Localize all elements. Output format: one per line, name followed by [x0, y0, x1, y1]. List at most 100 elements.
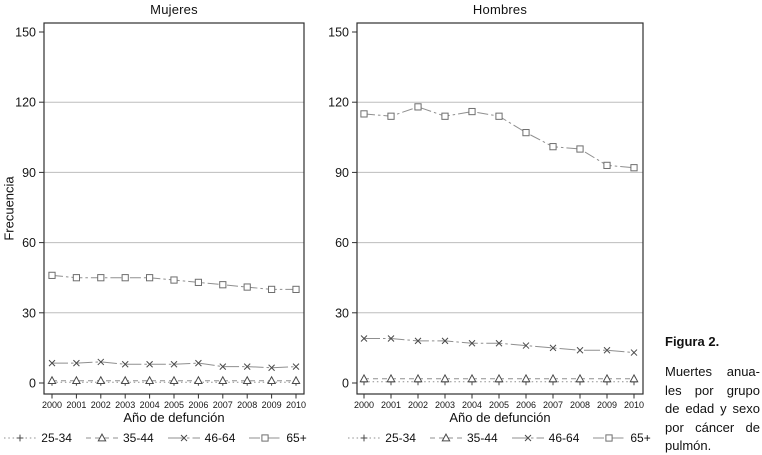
x-marker-icon — [468, 339, 476, 347]
square-marker-icon — [576, 145, 584, 153]
legend-label: 65+ — [630, 431, 651, 445]
y-tick-label: 60 — [22, 236, 36, 250]
x-tick-label: 2004 — [140, 400, 160, 410]
plus-marker-icon — [16, 434, 24, 442]
legend-item-35-44: 35-44 — [85, 431, 154, 445]
triangle-marker-icon — [575, 373, 585, 383]
x-marker-icon — [170, 360, 178, 368]
legend-item-35-44: 35-44 — [429, 431, 498, 445]
triangle-marker-icon — [96, 375, 106, 385]
x-marker-icon — [195, 359, 202, 367]
x-marker-icon — [180, 434, 188, 442]
legend-sample-plus-icon — [348, 434, 381, 442]
x-marker-icon — [121, 360, 129, 368]
y-tick-label: 150 — [15, 26, 36, 40]
panel-title-mujeres: Mujeres — [150, 2, 198, 17]
triangle-marker-icon — [441, 433, 451, 442]
plus-marker-icon — [360, 434, 368, 442]
series-line-46-64 — [364, 338, 635, 354]
square-marker-icon — [261, 434, 269, 442]
square-marker-icon — [194, 278, 203, 286]
square-marker-icon — [170, 276, 178, 284]
triangle-marker-icon — [218, 375, 228, 385]
x-marker-icon — [219, 363, 227, 370]
legend-hombres: 25-34 35-44 46-64 65+ — [347, 431, 651, 445]
plot-frame — [43, 22, 305, 395]
triangle-marker-icon — [629, 373, 639, 383]
x-tick-label: 2004 — [462, 400, 482, 410]
y-tick-label: 30 — [335, 306, 349, 320]
x-marker-icon — [97, 358, 105, 366]
triangle-marker-icon — [386, 373, 396, 383]
x-marker-icon — [603, 346, 611, 354]
square-marker-icon — [522, 129, 530, 137]
x-marker-icon — [495, 339, 503, 347]
caption-line: les por grupo — [665, 382, 760, 398]
square-marker-icon — [605, 434, 613, 442]
triangle-marker-icon — [359, 373, 369, 383]
x-tick-label: 2008 — [570, 400, 590, 410]
x-tick-label: 2005 — [164, 400, 184, 410]
square-marker-icon — [360, 110, 368, 118]
y-tick-label: 60 — [335, 236, 349, 250]
square-marker-icon — [97, 274, 105, 282]
x-tick-label: 2009 — [262, 400, 282, 410]
triangle-marker-icon — [169, 375, 179, 385]
legend-sample-square-icon — [593, 434, 626, 442]
x-marker-icon — [549, 344, 557, 352]
triangle-marker-icon — [494, 373, 504, 383]
square-marker-icon — [603, 161, 611, 169]
legend-label: 46-64 — [204, 431, 236, 445]
square-marker-icon — [121, 274, 129, 282]
legend-mujeres: 25-34 35-44 46-64 65+ — [2, 431, 308, 445]
square-marker-icon — [441, 112, 449, 120]
y-axis-label: Frecuencia — [1, 176, 17, 241]
triangle-marker-icon — [602, 373, 612, 383]
legend-item-25-34: 25-34 — [3, 431, 72, 445]
square-marker-icon — [268, 285, 276, 293]
y-tick-label: 90 — [335, 166, 349, 180]
triangle-marker-icon — [291, 375, 301, 385]
square-marker-icon — [630, 164, 638, 172]
square-marker-icon — [549, 143, 557, 151]
legend-item-65+: 65+ — [248, 431, 307, 445]
legend-sample-x-icon — [167, 434, 200, 442]
triangle-marker-icon — [193, 375, 203, 385]
legend-item-25-34: 25-34 — [347, 431, 416, 445]
x-marker-icon — [524, 434, 532, 442]
plot-frame — [356, 22, 644, 395]
y-tick-label: 90 — [22, 166, 36, 180]
legend-sample-triangle-icon — [429, 433, 462, 442]
square-marker-icon — [495, 112, 503, 120]
y-tick-label: 30 — [22, 306, 36, 320]
triangle-marker-icon — [71, 375, 81, 385]
x-tick-label: 2006 — [516, 400, 536, 410]
x-tick-label: 2010 — [286, 400, 306, 410]
legend-item-65+: 65+ — [592, 431, 651, 445]
y-tick-label: 120 — [15, 96, 36, 110]
legend-sample-plus-icon — [4, 434, 37, 442]
x-tick-label: 2006 — [188, 400, 208, 410]
figure-caption-title: Figura 2. — [665, 334, 720, 349]
y-tick-label: 150 — [328, 26, 349, 40]
panel-title-hombres: Hombres — [472, 2, 528, 17]
x-tick-label: 2009 — [597, 400, 617, 410]
x-marker-icon — [414, 337, 422, 345]
x-tick-label: 2005 — [489, 400, 509, 410]
legend-label: 25-34 — [385, 431, 416, 445]
x-tick-label: 2000 — [42, 400, 62, 410]
triangle-marker-icon — [97, 433, 107, 442]
square-marker-icon — [468, 107, 476, 116]
x-tick-label: 2003 — [435, 400, 455, 410]
legend-sample-triangle-icon — [85, 433, 118, 442]
x-tick-label: 2008 — [237, 400, 257, 410]
panel-hombres: 0 30 60 90 120 150 2000 2001 2002 2003 2004 2005 200… — [328, 22, 644, 410]
x-tick-label: 2007 — [213, 400, 233, 410]
x-axis-label-hombres: Año de defunción — [449, 410, 551, 425]
triangle-marker-icon — [47, 375, 57, 385]
square-marker-icon — [243, 283, 251, 291]
legend-sample-square-icon — [249, 434, 282, 442]
triangle-marker-icon — [440, 373, 450, 383]
